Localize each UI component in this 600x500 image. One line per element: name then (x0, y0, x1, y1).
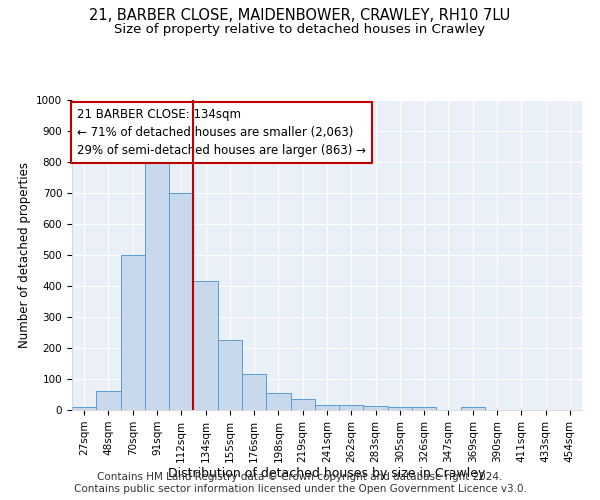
Bar (72, 407, 96, 410)
Bar (266, 393, 290, 410)
Bar (242, 374, 266, 410)
Bar (218, 340, 242, 410)
Y-axis label: Number of detached properties: Number of detached properties (17, 162, 31, 348)
Text: 21, BARBER CLOSE, MAIDENBOWER, CRAWLEY, RH10 7LU: 21, BARBER CLOSE, MAIDENBOWER, CRAWLEY, … (89, 8, 511, 22)
Bar (339, 406, 364, 410)
Text: Size of property relative to detached houses in Crawley: Size of property relative to detached ho… (115, 22, 485, 36)
Bar (412, 407, 436, 410)
Bar (388, 407, 412, 410)
Bar (364, 406, 388, 410)
Bar (121, 255, 145, 410)
Bar (290, 399, 315, 410)
Bar (461, 407, 485, 410)
Text: Contains HM Land Registry data © Crown copyright and database right 2024.: Contains HM Land Registry data © Crown c… (97, 472, 503, 482)
X-axis label: Distribution of detached houses by size in Crawley: Distribution of detached houses by size … (169, 468, 485, 480)
Bar (96, 392, 121, 410)
Bar (315, 406, 339, 410)
Text: 21 BARBER CLOSE: 134sqm
← 71% of detached houses are smaller (2,063)
29% of semi: 21 BARBER CLOSE: 134sqm ← 71% of detache… (77, 108, 366, 157)
Bar (193, 282, 218, 410)
Bar (145, 159, 169, 410)
Bar (169, 193, 193, 410)
Text: Contains public sector information licensed under the Open Government Licence v3: Contains public sector information licen… (74, 484, 526, 494)
